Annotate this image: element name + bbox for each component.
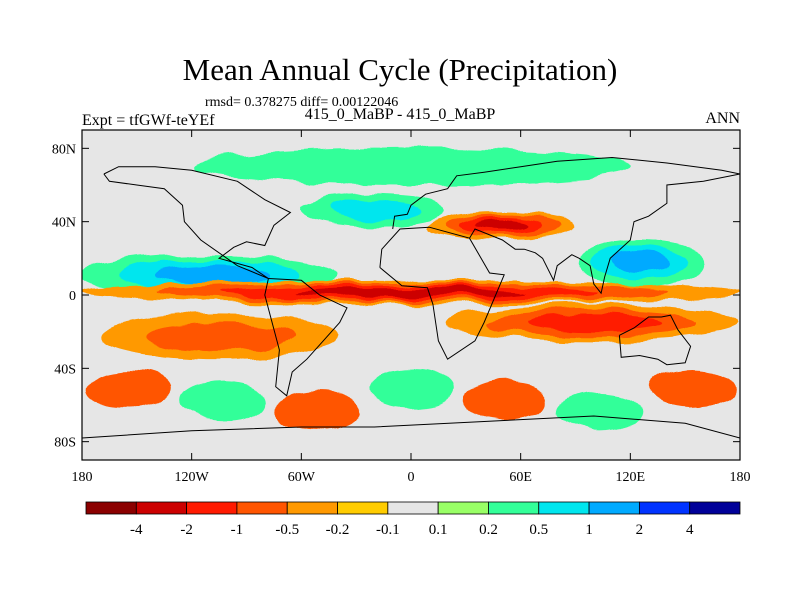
field-contour bbox=[330, 200, 421, 220]
field-contour bbox=[155, 265, 270, 284]
colorbar-label: 2 bbox=[636, 522, 644, 538]
field-patch bbox=[368, 369, 454, 409]
chart-title: Mean Annual Cycle (Precipitation) bbox=[182, 52, 618, 87]
colorbar-swatch bbox=[236, 501, 288, 515]
colorbar-swatch bbox=[85, 501, 137, 515]
colorbar-swatch bbox=[638, 501, 691, 515]
colorbar-label: -2 bbox=[180, 522, 193, 538]
field-contour bbox=[194, 148, 633, 186]
colorbar-swatch bbox=[689, 501, 741, 515]
x-tick-label: 60E bbox=[509, 470, 532, 485]
coastlines bbox=[82, 156, 740, 439]
precip-field bbox=[82, 148, 740, 431]
coastline bbox=[392, 156, 740, 230]
field-patch bbox=[274, 392, 360, 431]
coastline bbox=[82, 415, 740, 439]
colorbar-swatch bbox=[286, 501, 338, 515]
colorbar-label: -0.5 bbox=[275, 522, 299, 538]
colorbar-swatch bbox=[538, 501, 590, 515]
x-tick-label: 120E bbox=[616, 470, 646, 485]
x-tick-label: 60W bbox=[288, 470, 316, 485]
field-patch bbox=[180, 381, 266, 420]
season-label: ANN bbox=[705, 110, 740, 127]
colorbar-label: 1 bbox=[585, 522, 593, 538]
field-patch bbox=[556, 392, 642, 431]
field-contour bbox=[611, 252, 669, 274]
colorbar-swatch bbox=[387, 501, 439, 515]
y-tick-label: 40S bbox=[54, 362, 76, 377]
x-tick-label: 180 bbox=[72, 470, 93, 485]
y-tick-label: 40N bbox=[52, 216, 76, 231]
x-tick-label: 120W bbox=[175, 470, 210, 485]
experiment-label: Expt = tfGWf-teYEf bbox=[82, 112, 215, 129]
colorbar-swatch bbox=[488, 501, 540, 515]
colorbar-label: 0.5 bbox=[529, 522, 548, 538]
colorbar-label: 0.2 bbox=[479, 522, 498, 538]
coastline bbox=[103, 166, 292, 279]
colorbar-swatch bbox=[437, 501, 489, 515]
y-tick-label: 80N bbox=[52, 142, 76, 157]
chart-subtitle: 415_0_MaBP - 415_0_MaBP bbox=[304, 106, 496, 123]
x-tick-label: 180 bbox=[730, 470, 751, 485]
stats-line: rmsd= 0.378275 diff= 0.00122046 bbox=[205, 95, 399, 110]
field-contour bbox=[297, 288, 527, 297]
colorbar-swatch bbox=[135, 501, 188, 515]
y-tick-label: 80S bbox=[54, 436, 76, 451]
y-tick-label: 0 bbox=[69, 289, 76, 304]
x-tick-label: 0 bbox=[408, 470, 415, 485]
field-contour bbox=[528, 314, 659, 331]
colorbar-label: 0.1 bbox=[429, 522, 448, 538]
field-contour bbox=[478, 221, 530, 232]
colorbar: -4 -2 -1 -0.5 -0.2 -0.1 0.1 0.2 0.5 1 2 4 bbox=[85, 501, 741, 538]
field-contour bbox=[148, 322, 295, 351]
colorbar-label: -1 bbox=[231, 522, 244, 538]
coastline bbox=[264, 278, 348, 397]
colorbar-label: 4 bbox=[686, 522, 694, 538]
colorbar-swatch bbox=[186, 501, 238, 515]
colorbar-label: -0.2 bbox=[326, 522, 350, 538]
colorbar-label: -0.1 bbox=[376, 522, 400, 538]
coastline bbox=[469, 173, 740, 295]
field-patch bbox=[462, 381, 548, 420]
colorbar-swatch bbox=[337, 501, 389, 515]
field-patch bbox=[650, 369, 736, 409]
coastline bbox=[618, 314, 692, 366]
field-patch bbox=[86, 369, 172, 409]
axes: 180 120W 60W 0 60E 120E 180 80N 40N 0 40S 80S bbox=[52, 130, 751, 485]
colorbar-swatch bbox=[588, 501, 640, 515]
coastline bbox=[379, 226, 505, 360]
colorbar-label: -4 bbox=[130, 522, 143, 538]
